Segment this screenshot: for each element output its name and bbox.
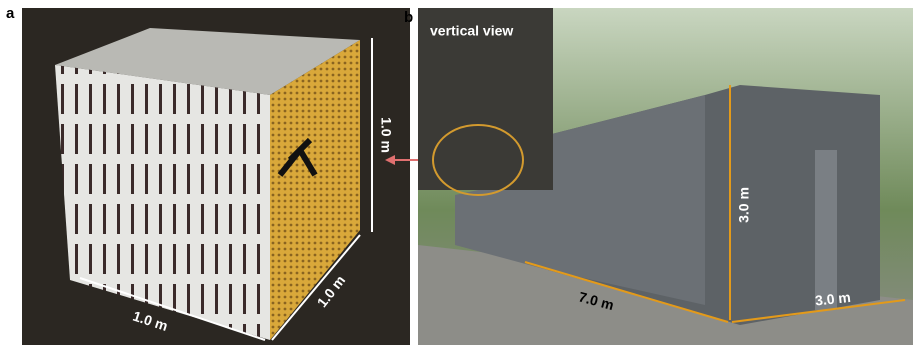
panel-label: b bbox=[404, 9, 413, 26]
container-door bbox=[815, 150, 837, 310]
dimension-label: 3.0 m bbox=[736, 187, 752, 223]
inset-label: vertical view bbox=[430, 23, 513, 39]
page: 1.0 m 1.0 m 1.0 m a vertical view 3.0 m … bbox=[0, 0, 913, 345]
panel-b: vertical view 3.0 m 7.0 m 3.0 m b bbox=[404, 8, 913, 345]
panel-label: a bbox=[6, 5, 15, 22]
dimension-label: 1.0 m bbox=[378, 117, 394, 153]
panel-a: 1.0 m 1.0 m 1.0 m a bbox=[6, 5, 410, 345]
figure: 1.0 m 1.0 m 1.0 m a vertical view 3.0 m … bbox=[0, 0, 913, 345]
